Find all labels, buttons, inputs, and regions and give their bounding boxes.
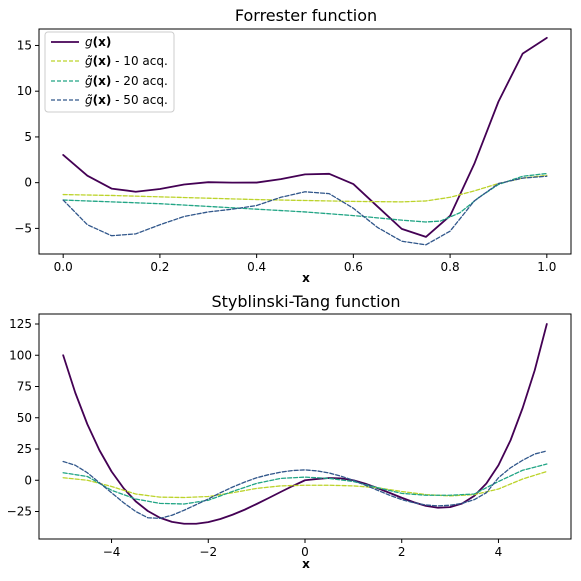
forrester-chart: Forrester function 0.0 0.2 0.4 0.6 0.8 1.0 −5 0…	[14, 6, 572, 285]
legend-label-20-acq: g̃(x) - 20 acq.	[85, 74, 168, 88]
legend-label-10-acq: g̃(x) - 10 acq.	[85, 54, 168, 68]
forrester-xtick-label: 0.4	[247, 260, 266, 274]
legend-entry-g: g(x)	[51, 35, 111, 49]
styblinski-tang-ytick-label: 100	[9, 348, 32, 362]
forrester-legend: g(x) g̃(x) - 10 acq. g̃(x) - 20 acq. g̃(…	[44, 31, 175, 113]
styblinski-tang-xtick-label: 4	[495, 545, 503, 559]
forrester-series-g-tilde-10-acq	[62, 174, 548, 203]
forrester-ytick-label: 5	[24, 130, 32, 144]
styblinski-tang-xtick-label: 2	[398, 545, 406, 559]
styblinski-tang-series-g-tilde-50-acq	[62, 450, 548, 520]
forrester-xtick-label: 0.8	[441, 260, 460, 274]
legend-label-50-acq: g̃(x) - 50 acq.	[85, 93, 168, 107]
forrester-xlabel: x	[302, 271, 310, 285]
styblinski-tang-ytick-label: 25	[17, 442, 32, 456]
styblinski-tang-ytick-label: 75	[17, 380, 32, 394]
legend-label-g: g(x)	[85, 35, 111, 49]
forrester-title: Forrester function	[235, 6, 377, 25]
styblinski-tang-chart: Styblinski-Tang function −4 −2 0 2 4 −25 0 25 50…	[7, 292, 572, 571]
forrester-xtick-label: 1.0	[537, 260, 556, 274]
forrester-ytick-label: 15	[17, 38, 32, 52]
legend-entry-50-acq: g̃(x) - 50 acq.	[51, 93, 168, 107]
legend-frame	[44, 31, 175, 113]
styblinski-tang-ytick-label: 0	[24, 473, 32, 487]
forrester-ytick-label: 0	[24, 176, 32, 190]
styblinski-tang-title: Styblinski-Tang function	[211, 292, 400, 311]
styblinski-tang-xtick-label: −2	[199, 545, 217, 559]
forrester-series-g-true	[62, 36, 548, 238]
forrester-xtick-label: 0.0	[54, 260, 73, 274]
styblinski-tang-series-g-tilde-20-acq	[62, 463, 548, 505]
styblinski-tang-xtick-label: −4	[103, 545, 121, 559]
styblinski-tang-ytick-label: −25	[7, 505, 32, 519]
styblinski-tang-ytick-label: 125	[9, 317, 32, 331]
styblinski-tang-xtick-label: 0	[301, 545, 309, 559]
forrester-series-g-tilde-20-acq	[62, 172, 548, 223]
styblinski-tang-series-g-true	[62, 323, 548, 525]
legend-entry-10-acq: g̃(x) - 10 acq.	[51, 54, 168, 68]
legend-entry-20-acq: g̃(x) - 20 acq.	[51, 74, 168, 88]
forrester-xtick-label: 0.2	[150, 260, 169, 274]
forrester-plot-frame	[38, 28, 572, 255]
styblinski-tang-ytick-label: 50	[17, 411, 32, 425]
styblinski-tang-xlabel: x	[302, 557, 310, 571]
forrester-ytick-label: 10	[17, 84, 32, 98]
forrester-series-g-tilde-50-acq	[62, 175, 548, 246]
forrester-ytick-label: −5	[14, 221, 32, 235]
styblinski-tang-plot-frame	[38, 313, 572, 540]
forrester-xtick-label: 0.6	[344, 260, 363, 274]
